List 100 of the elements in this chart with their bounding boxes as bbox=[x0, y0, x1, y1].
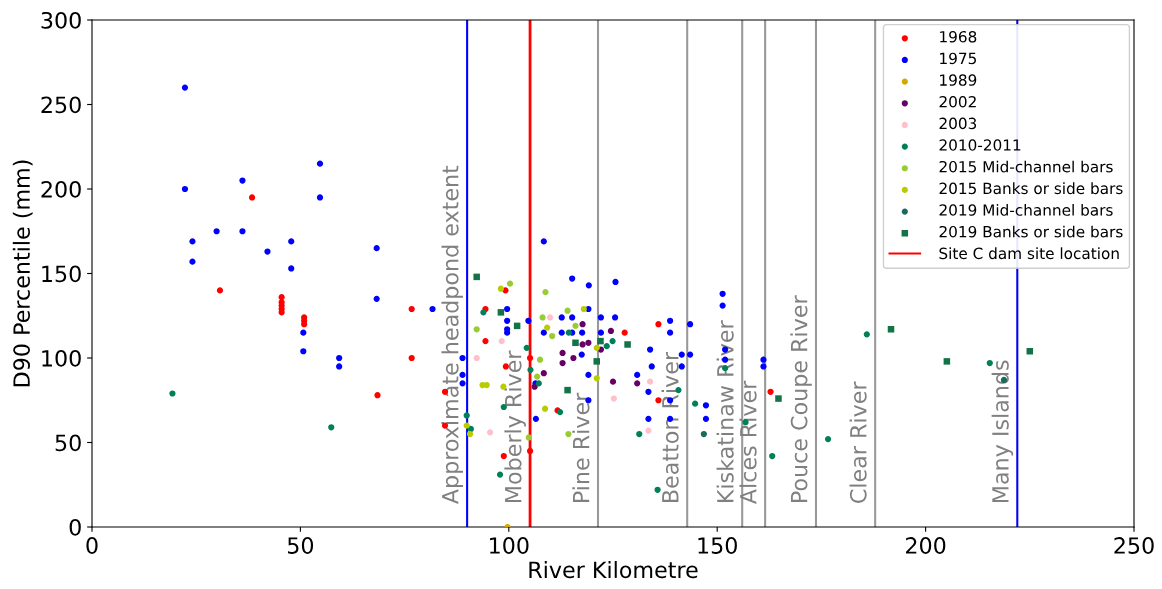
x-tick-label: 100 bbox=[490, 537, 529, 554]
point bbox=[607, 327, 615, 335]
point bbox=[483, 381, 490, 389]
point bbox=[559, 349, 566, 357]
point bbox=[374, 392, 381, 399]
point bbox=[887, 326, 895, 333]
point bbox=[506, 280, 514, 287]
point bbox=[767, 388, 774, 395]
point bbox=[328, 424, 335, 431]
legend-label: 2015 Mid-channel bars bbox=[939, 160, 1113, 173]
point bbox=[473, 354, 480, 362]
point bbox=[216, 287, 224, 294]
point bbox=[526, 447, 534, 455]
legend-label: 2003 bbox=[939, 117, 977, 130]
y-tick-label: 250 bbox=[41, 96, 81, 114]
point bbox=[700, 430, 707, 438]
point bbox=[169, 390, 176, 397]
point bbox=[603, 343, 610, 350]
point bbox=[527, 366, 534, 373]
y-axis-title: D90 Percentile (mm) bbox=[12, 160, 33, 387]
point bbox=[546, 314, 554, 321]
ref-line-label: Alces River bbox=[739, 380, 757, 505]
point bbox=[863, 331, 870, 338]
point bbox=[482, 337, 489, 345]
point bbox=[593, 358, 600, 365]
point bbox=[580, 305, 587, 313]
point bbox=[408, 354, 415, 362]
legend-label: Site C dam site location bbox=[939, 247, 1119, 260]
point bbox=[544, 324, 551, 331]
point bbox=[463, 412, 470, 419]
point bbox=[534, 373, 541, 380]
point bbox=[526, 354, 534, 362]
point bbox=[539, 314, 546, 321]
legend-label: 1968 bbox=[940, 30, 977, 43]
point bbox=[466, 430, 474, 438]
x-tick-label: 150 bbox=[698, 537, 737, 554]
point bbox=[497, 285, 504, 292]
point bbox=[473, 273, 480, 281]
point bbox=[278, 309, 285, 316]
legend-label: 1975 bbox=[940, 52, 976, 65]
point bbox=[585, 339, 592, 346]
ref-line-label: Approximate headpond extent bbox=[441, 165, 463, 505]
y-tick-label: 100 bbox=[42, 349, 81, 367]
point bbox=[541, 405, 549, 412]
point bbox=[486, 429, 494, 436]
point bbox=[565, 430, 572, 438]
x-axis-title: River Kilometre bbox=[529, 561, 698, 579]
point bbox=[610, 395, 617, 402]
point bbox=[593, 375, 600, 382]
point bbox=[645, 427, 652, 434]
point bbox=[248, 194, 256, 201]
y-tick-label: 300 bbox=[41, 11, 81, 29]
point bbox=[943, 358, 951, 365]
y-tick-label: 50 bbox=[55, 434, 81, 452]
point bbox=[473, 326, 480, 333]
point bbox=[636, 430, 643, 438]
point bbox=[497, 309, 505, 316]
y-tick-label: 150 bbox=[42, 265, 81, 283]
ref-line-label: Pine River bbox=[572, 392, 590, 502]
point bbox=[301, 321, 308, 328]
legend-label: 2015 Banks or side bars bbox=[939, 182, 1123, 195]
point bbox=[565, 329, 572, 336]
point bbox=[634, 380, 641, 387]
point bbox=[564, 307, 571, 314]
ref-line-label: Pouce Coupe River bbox=[790, 295, 812, 502]
point bbox=[593, 344, 600, 351]
point bbox=[498, 337, 505, 345]
point bbox=[542, 288, 549, 296]
point bbox=[646, 378, 654, 385]
point bbox=[523, 344, 530, 351]
legend-label: 1989 bbox=[940, 74, 977, 86]
point bbox=[536, 356, 544, 363]
point bbox=[463, 422, 470, 429]
point bbox=[564, 386, 571, 394]
y-tick-label: 200 bbox=[41, 180, 81, 198]
x-tick-label: 50 bbox=[287, 537, 314, 554]
point bbox=[624, 341, 631, 348]
point bbox=[609, 337, 616, 345]
point bbox=[824, 436, 832, 443]
legend-label: 2010-2011 bbox=[939, 139, 1021, 151]
annotation: Moberly River bbox=[504, 350, 526, 502]
point bbox=[621, 329, 628, 336]
point bbox=[692, 400, 699, 407]
point bbox=[597, 337, 604, 345]
point bbox=[609, 378, 617, 385]
point bbox=[579, 341, 586, 348]
y-tick-label: 0 bbox=[69, 518, 81, 536]
point bbox=[549, 332, 556, 340]
point bbox=[496, 471, 504, 478]
point bbox=[572, 339, 579, 347]
ref-line-label: Many Islands bbox=[991, 360, 1014, 502]
point bbox=[579, 321, 586, 328]
point bbox=[559, 359, 566, 367]
point bbox=[655, 321, 662, 328]
x-tick-label: 200 bbox=[906, 537, 946, 554]
ref-line-label: Clear River bbox=[849, 381, 867, 503]
point bbox=[570, 354, 577, 362]
legend-label: 2019 Banks or side bars bbox=[939, 225, 1123, 238]
legend-label: 2019 Mid-channel bars bbox=[939, 203, 1113, 216]
point bbox=[769, 452, 776, 460]
